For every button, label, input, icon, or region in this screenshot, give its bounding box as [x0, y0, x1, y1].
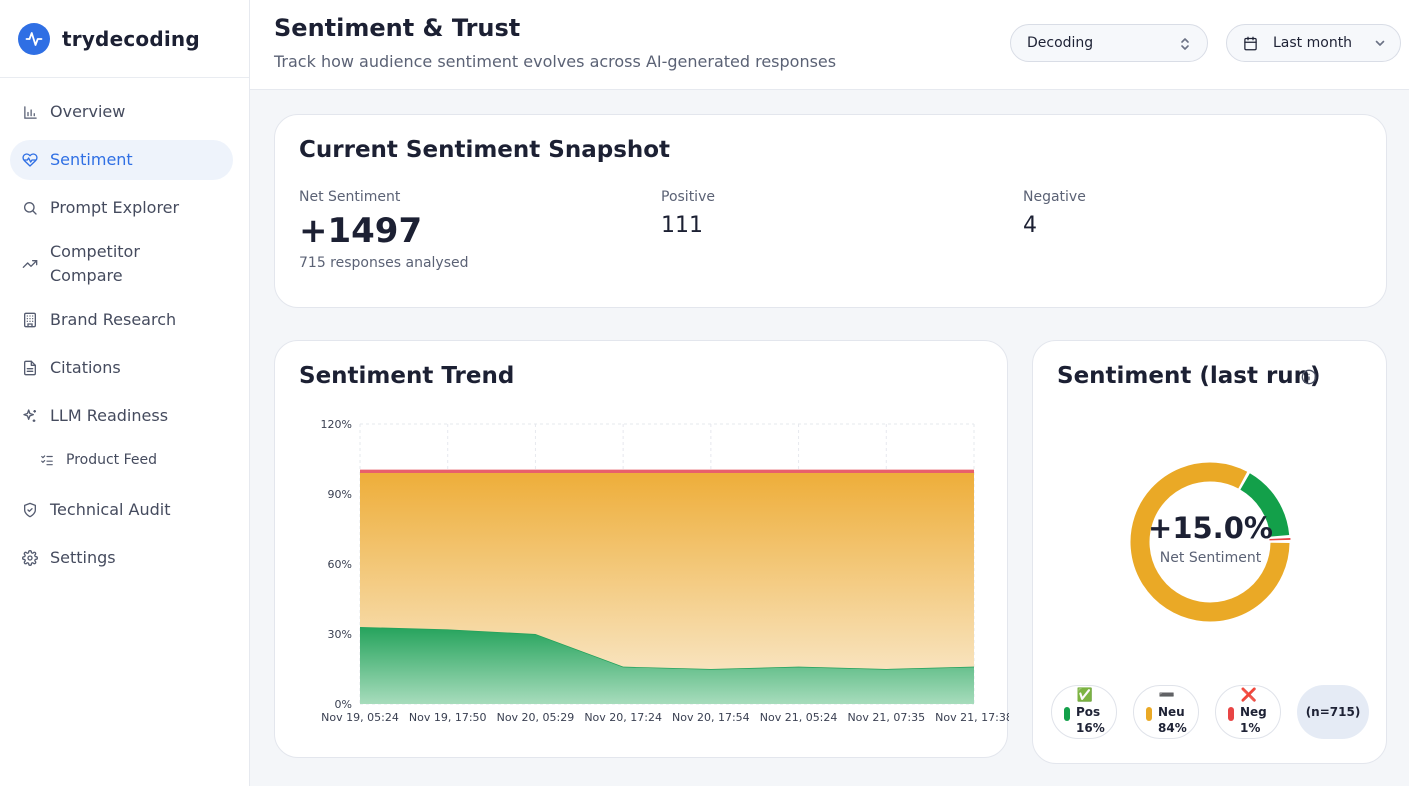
brand[interactable]: trydecoding — [0, 0, 249, 78]
y-tick-label: 90% — [328, 488, 352, 501]
net-sentiment-value: +1497 — [299, 211, 423, 251]
responses-note: 715 responses analysed — [299, 255, 469, 271]
sentiment-trend-card: Sentiment Trend 0% 30% 60% 90% 120% Nov 19, 0… — [274, 340, 1009, 758]
y-tick-label: 60% — [328, 558, 352, 571]
y-tick-label: 120% — [321, 418, 352, 431]
chevron-up-down-icon — [1179, 36, 1191, 56]
check-mark-icon: ✅ — [1076, 688, 1094, 703]
sentiment-last-run-card: Sentiment (last run) +15.0% Net Sentimen… — [1032, 340, 1387, 764]
neutral-legend-pct: 84% — [1158, 721, 1187, 735]
negative-legend-label: Neg — [1240, 705, 1267, 719]
sidebar-item-label: Competitor Compare — [50, 242, 140, 285]
brand-name: trydecoding — [62, 26, 200, 51]
positive-value: 111 — [661, 213, 703, 238]
sidebar-item-competitor-compare[interactable]: Competitor Compare — [10, 236, 233, 292]
sentiment-donut-chart — [1130, 462, 1291, 622]
trend-title: Sentiment Trend — [299, 363, 515, 389]
building-icon — [22, 312, 38, 328]
sidebar-item-label: Technical Audit — [50, 500, 171, 519]
x-tick-label: Nov 21, 07:35 — [847, 711, 925, 724]
info-icon[interactable] — [1301, 369, 1317, 389]
page-title: Sentiment & Trust — [274, 14, 521, 42]
donut-net-label: Net Sentiment — [1159, 550, 1262, 566]
positive-area — [360, 627, 974, 704]
sidebar: trydecoding Overview Sentiment Prompt Ex… — [0, 0, 250, 786]
sidebar-item-technical-audit[interactable]: Technical Audit — [10, 490, 233, 530]
sidebar-item-label: Brand Research — [50, 310, 177, 329]
positive-legend-label: Pos — [1076, 705, 1101, 719]
sidebar-item-overview[interactable]: Overview — [10, 92, 233, 132]
gear-icon — [22, 550, 38, 566]
page-subtitle: Track how audience sentiment evolves acr… — [274, 52, 837, 71]
y-tick-label: 30% — [328, 628, 352, 641]
sidebar-item-settings[interactable]: Settings — [10, 538, 233, 578]
negative-metric: Negative 4 — [1023, 189, 1086, 238]
x-tick-label: Nov 20, 17:54 — [672, 711, 750, 724]
sidebar-item-label: Sentiment — [50, 150, 133, 169]
shield-icon — [22, 502, 38, 518]
sidebar-item-product-feed[interactable]: Product Feed — [10, 444, 233, 476]
positive-metric: Positive 111 — [661, 189, 715, 238]
neutral-area — [360, 473, 974, 669]
sidebar-item-prompt-explorer[interactable]: Prompt Explorer — [10, 188, 233, 228]
x-tick-label: Nov 19, 17:50 — [409, 711, 487, 724]
x-tick-label: Nov 21, 17:38 — [935, 711, 1009, 724]
last-run-title: Sentiment (last run) — [1057, 363, 1321, 389]
x-tick-label: Nov 20, 17:24 — [584, 711, 662, 724]
positive-legend-pill[interactable]: ✅ Pos 16% — [1051, 685, 1117, 739]
sidebar-item-citations[interactable]: Citations — [10, 348, 233, 388]
sidebar-item-label: Product Feed — [66, 452, 158, 468]
net-sentiment-label: Net Sentiment — [299, 189, 401, 205]
net-sentiment-metric: Net Sentiment +1497 715 responses analys… — [299, 189, 469, 271]
search-icon — [22, 200, 38, 216]
cross-mark-icon: ❌ — [1240, 688, 1258, 703]
sidebar-item-brand-research[interactable]: Brand Research — [10, 300, 233, 340]
brand-select-value: Decoding — [1027, 35, 1094, 51]
pulse-icon — [18, 22, 50, 55]
sidebar-nav: Overview Sentiment Prompt Explorer Compe… — [0, 78, 249, 578]
date-range-select[interactable]: Last month — [1226, 24, 1401, 62]
sentiment-trend-chart: 0% 30% 60% 90% 120% Nov 19, 05:24 Nov 19, 17:5… — [321, 418, 1009, 724]
neutral-color-swatch — [1146, 707, 1152, 721]
negative-label: Negative — [1023, 189, 1086, 205]
list-checks-icon — [40, 453, 54, 467]
chevron-down-icon — [1374, 37, 1386, 53]
negative-value: 4 — [1023, 213, 1037, 238]
sidebar-item-label: Overview — [50, 102, 126, 121]
sidebar-item-sentiment[interactable]: Sentiment — [10, 140, 233, 180]
sidebar-item-label: LLM Readiness — [50, 406, 169, 425]
calendar-icon — [1243, 36, 1258, 55]
neutral-legend-pill[interactable]: ➖ Neu 84% — [1133, 685, 1199, 739]
sidebar-item-label: Prompt Explorer — [50, 198, 180, 217]
date-range-value: Last month — [1273, 35, 1353, 51]
y-tick-label: 0% — [335, 698, 352, 711]
negative-color-swatch — [1228, 707, 1234, 721]
sidebar-item-label: Settings — [50, 548, 116, 567]
positive-label: Positive — [661, 189, 715, 205]
positive-legend-pct: 16% — [1076, 721, 1105, 735]
donut-net-value: +15.0% — [1148, 511, 1273, 545]
document-icon — [22, 360, 38, 376]
minus-icon: ➖ — [1158, 688, 1176, 703]
negative-legend-pct: 1% — [1240, 721, 1261, 735]
x-tick-label: Nov 20, 05:29 — [497, 711, 575, 724]
trending-up-icon — [22, 256, 38, 272]
neutral-slice[interactable] — [1130, 462, 1290, 622]
x-tick-label: Nov 19, 05:24 — [321, 711, 399, 724]
heart-pulse-icon — [22, 152, 38, 168]
negative-legend-pill[interactable]: ❌ Neg 1% — [1215, 685, 1281, 739]
response-count-pill: (n=715) — [1297, 685, 1369, 739]
bar-chart-icon — [22, 104, 38, 120]
sparkles-icon — [22, 408, 38, 424]
sidebar-item-label: Citations — [50, 358, 121, 377]
sidebar-item-llm-readiness[interactable]: LLM Readiness — [10, 396, 233, 436]
x-tick-label: Nov 21, 05:24 — [760, 711, 838, 724]
snapshot-title: Current Sentiment Snapshot — [299, 137, 671, 163]
sentiment-snapshot-card: Current Sentiment Snapshot Net Sentiment… — [274, 114, 1387, 308]
brand-select[interactable]: Decoding — [1010, 24, 1208, 62]
page-header: Sentiment & Trust Track how audience sen… — [250, 0, 1409, 90]
positive-slice[interactable] — [1240, 473, 1290, 538]
neutral-legend-label: Neu — [1158, 705, 1185, 719]
positive-color-swatch — [1064, 707, 1070, 721]
